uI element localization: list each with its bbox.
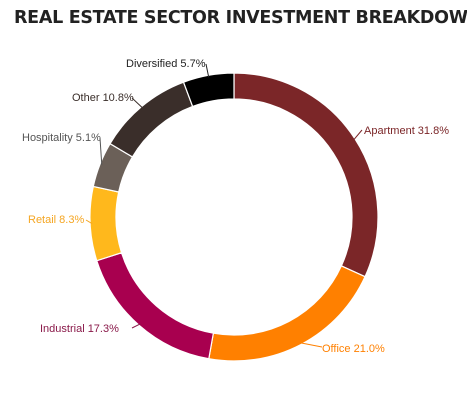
slice-label-retail: Retail 8.3% bbox=[28, 214, 84, 226]
slice-label-apartment: Apartment 31.8% bbox=[364, 125, 449, 137]
leader-line-diversified bbox=[205, 63, 210, 78]
leader-line-hospitality bbox=[99, 137, 103, 166]
slice-apartment bbox=[233, 72, 379, 278]
slice-diversified bbox=[182, 72, 235, 108]
slice-label-diversified: Diversified 5.7% bbox=[126, 58, 206, 70]
leader-line-apartment bbox=[353, 129, 363, 141]
slice-label-industrial: Industrial 17.3% bbox=[40, 323, 119, 335]
slice-label-other: Other 10.8% bbox=[72, 92, 134, 104]
leader-line-other bbox=[131, 97, 144, 109]
slice-label-hospitality: Hospitality 5.1% bbox=[22, 132, 101, 144]
donut-slices bbox=[89, 72, 379, 362]
slice-industrial bbox=[96, 252, 215, 360]
chart-title: REAL ESTATE SECTOR INVESTMENT BREAKDOWN bbox=[14, 8, 467, 28]
label-leader-lines bbox=[85, 63, 363, 348]
slice-labels: Apartment 31.8% Office 21.0% Industrial 17… bbox=[22, 58, 449, 355]
leader-line-retail bbox=[85, 219, 93, 225]
slice-label-office: Office 21.0% bbox=[322, 343, 385, 355]
leader-line-office bbox=[299, 342, 323, 348]
slice-retail bbox=[89, 185, 123, 262]
leader-line-industrial bbox=[131, 323, 141, 329]
